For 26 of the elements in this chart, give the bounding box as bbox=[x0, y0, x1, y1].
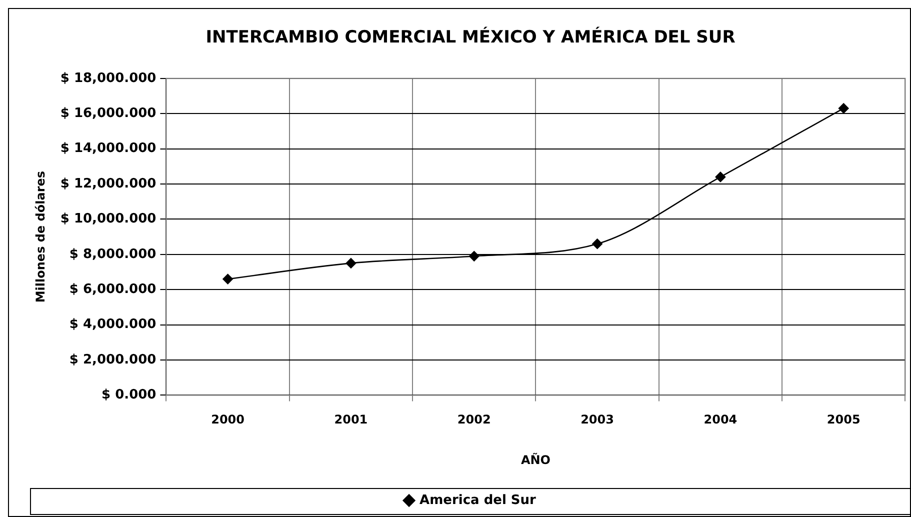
point bbox=[592, 238, 602, 249]
x-tick-label: 2005 bbox=[826, 412, 860, 427]
point bbox=[346, 258, 356, 268]
x-tick-label: 2000 bbox=[211, 412, 244, 427]
point bbox=[715, 172, 726, 182]
y-axis-title: Millones de dólares bbox=[33, 170, 48, 303]
x-tick-label: 2004 bbox=[704, 412, 738, 427]
y-tick-label: $ 14,000.000 bbox=[60, 141, 156, 156]
y-tick-label: $ 18,000.000 bbox=[60, 70, 156, 86]
y-tick-label: $ 8,000.000 bbox=[69, 246, 156, 262]
y-tick-label: $ 4,000.000 bbox=[69, 317, 156, 332]
y-tick-label: $ 10,000.000 bbox=[60, 212, 156, 227]
x-tick-label: 2001 bbox=[334, 412, 368, 427]
y-tick-label: $ 16,000.000 bbox=[60, 106, 156, 121]
y-tick-label: $ 2,000.000 bbox=[69, 352, 156, 368]
x-axis-title: AÑO bbox=[520, 452, 550, 467]
y-tick-label: $ 12,000.000 bbox=[60, 176, 156, 192]
y-tick-label: $ 0.000 bbox=[102, 388, 156, 403]
point bbox=[838, 103, 849, 114]
point bbox=[468, 251, 480, 262]
chart-title: INTERCAMBIO COMERCIAL MÉXICO Y AMÉRICA DEL SUR bbox=[206, 26, 736, 48]
x-tick-label: 2002 bbox=[457, 412, 491, 427]
legend-label: America del Sur bbox=[420, 492, 537, 508]
y-tick-label: $ 6,000.000 bbox=[69, 282, 156, 297]
x-tick-label: 2003 bbox=[580, 412, 614, 427]
point bbox=[222, 274, 233, 284]
